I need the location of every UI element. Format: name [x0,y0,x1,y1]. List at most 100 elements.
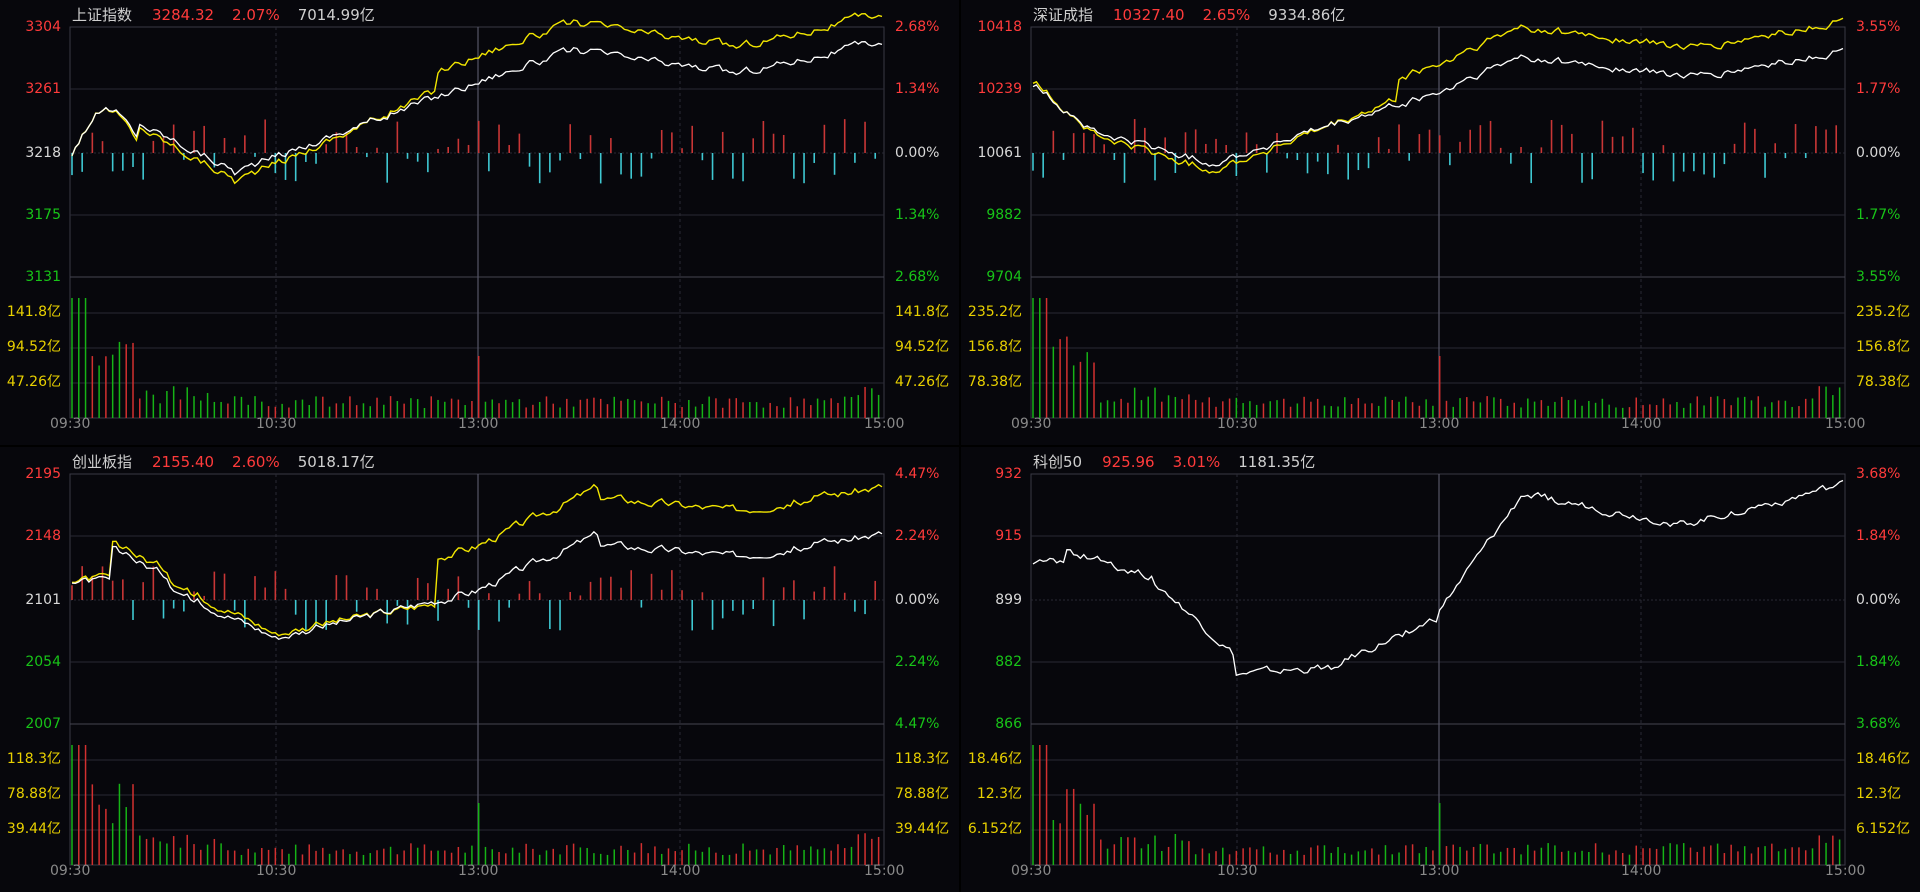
pct-axis-label: 2.68% [895,269,940,285]
pct-axis-label: 1.77% [1856,207,1901,223]
index-change-pct: 2.65% [1202,6,1251,24]
pct-axis-label: 2.24% [895,654,940,670]
pct-axis-label: 1.77% [1856,81,1901,97]
chart-canvas [69,12,885,419]
index-change-pct: 2.07% [232,6,280,24]
time-axis-label: 10:30 [1217,416,1258,432]
pct-axis-label: 2.24% [895,528,940,544]
volume-axis-label: 6.152亿 [967,821,1022,837]
average-price-line [1032,17,1844,174]
pct-axis-label: 2.68% [895,19,940,35]
volume-axis-label-right: 47.26亿 [895,374,950,390]
pct-axis-label: 1.84% [1856,528,1901,544]
price-axis-label: 915 [995,528,1022,544]
volume-axis-label: 156.8亿 [967,339,1022,355]
price-axis-label: 932 [995,466,1022,482]
price-axis-label: 3175 [25,207,61,223]
index-name: 深证成指 [1033,6,1094,24]
chart-frame [69,473,885,866]
price-axis-label: 3304 [25,19,61,35]
turnover-amount: 5018.17亿 [297,453,375,471]
volume-axis-label: 39.44亿 [6,821,61,837]
time-axis-label: 09:30 [1011,416,1052,432]
panel-header: 深证成指 10327.40 2.65% 9334.86亿 [1033,5,1363,25]
time-axis-label: 13:00 [458,863,499,879]
turnover-amount: 9334.86亿 [1268,6,1346,24]
turnover-amount: 1181.35亿 [1238,453,1316,471]
turnover-amount: 7014.99亿 [297,6,375,24]
index-panel-0[interactable]: 上证指数 3284.32 2.07% 7014.99亿 3304 2.68% 3261 1.3… [0,0,959,445]
time-axis-label: 15:00 [1825,863,1866,879]
volume-axis-label-right: 18.46亿 [1856,751,1911,767]
price-axis-label: 9704 [986,269,1022,285]
time-axis-label: 14:00 [660,863,701,879]
panel-header: 科创50 925.96 3.01% 1181.35亿 [1033,452,1333,472]
index-price: 10327.40 [1113,6,1185,24]
index-panel-3[interactable]: 科创50 925.96 3.01% 1181.35亿 932 3.68% 915 1.84% 8… [961,447,1920,892]
price-axis-label: 3261 [25,81,61,97]
index-price: 3284.32 [152,6,215,24]
price-axis-label: 2195 [25,466,61,482]
volume-axis-label: 94.52亿 [6,339,61,355]
pct-axis-label: 3.55% [1856,19,1901,35]
volume-axis-label-right: 39.44亿 [895,821,950,837]
volume-axis-label: 12.3亿 [976,786,1022,802]
chart-canvas [1030,17,1846,419]
price-line [71,40,883,176]
time-axis-label: 09:30 [50,416,91,432]
chart-canvas [69,473,885,866]
time-axis-label: 13:00 [458,416,499,432]
time-axis-label: 13:00 [1419,416,1460,432]
index-change-pct: 3.01% [1172,453,1221,471]
volume-axis-label: 141.8亿 [6,304,61,320]
index-name: 上证指数 [72,6,133,24]
price-line [71,530,883,641]
time-axis-label: 15:00 [1825,416,1866,432]
price-axis-label: 2007 [25,716,61,732]
index-panel-1[interactable]: 深证成指 10327.40 2.65% 9334.86亿 10418 3.55% 10239… [961,0,1920,445]
volume-axis-label-right: 118.3亿 [895,751,950,767]
pct-axis-label: 0.00% [895,145,940,161]
volume-axis-label: 78.38亿 [967,374,1022,390]
volume-axis-label: 78.88亿 [6,786,61,802]
time-axis-label: 13:00 [1419,863,1460,879]
price-axis-label: 10418 [977,19,1022,35]
index-name: 科创50 [1033,453,1083,471]
volume-axis-label-right: 235.2亿 [1856,304,1911,320]
panel-header: 创业板指 2155.40 2.60% 5018.17亿 [72,452,393,472]
volume-axis-label-right: 156.8亿 [1856,339,1911,355]
time-axis-label: 09:30 [1011,863,1052,879]
volume-axis-label: 235.2亿 [967,304,1022,320]
time-axis-label: 14:00 [1621,863,1662,879]
price-line [1032,47,1844,167]
price-line [1032,479,1844,677]
volume-axis-label-right: 78.38亿 [1856,374,1911,390]
pct-axis-label: 1.34% [895,207,940,223]
price-axis-label: 866 [995,716,1022,732]
volume-axis-label-right: 141.8亿 [895,304,950,320]
chart-canvas [1030,473,1846,866]
price-axis-label: 2101 [25,592,61,608]
time-axis-label: 14:00 [660,416,701,432]
price-axis-label: 3218 [25,145,61,161]
time-axis-label: 09:30 [50,863,91,879]
price-axis-label: 899 [995,592,1022,608]
time-axis-label: 10:30 [1217,863,1258,879]
pct-axis-label: 3.68% [1856,716,1901,732]
index-panel-2[interactable]: 创业板指 2155.40 2.60% 5018.17亿 2195 4.47% 2148 2.2… [0,447,959,892]
chart-frame [1030,473,1846,866]
time-axis-label: 15:00 [864,863,905,879]
chart-frame [69,26,885,419]
panel-header: 上证指数 3284.32 2.07% 7014.99亿 [72,5,393,25]
price-axis-label: 9882 [986,207,1022,223]
pct-axis-label: 4.47% [895,716,940,732]
pct-axis-label: 0.00% [1856,145,1901,161]
index-price: 2155.40 [152,453,215,471]
pct-axis-label: 1.84% [1856,654,1901,670]
average-price-line [71,483,883,637]
pct-axis-label: 0.00% [895,592,940,608]
volume-axis-label-right: 94.52亿 [895,339,950,355]
index-change-pct: 2.60% [232,453,280,471]
pct-axis-label: 4.47% [895,466,940,482]
pct-axis-label: 0.00% [1856,592,1901,608]
